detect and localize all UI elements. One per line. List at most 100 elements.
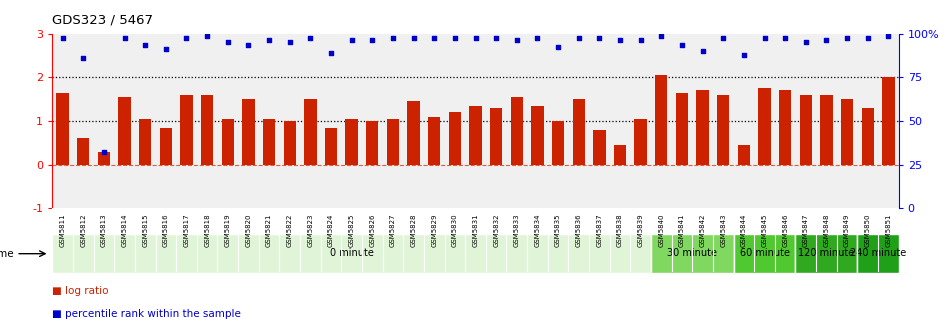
Text: GSM5842: GSM5842	[700, 213, 706, 247]
Text: GSM5849: GSM5849	[844, 213, 850, 247]
Text: GSM5834: GSM5834	[534, 213, 540, 247]
Point	[241, 42, 256, 47]
Point	[489, 35, 504, 41]
Text: GSM5815: GSM5815	[143, 213, 148, 247]
Point	[323, 50, 339, 56]
Point	[364, 37, 379, 43]
Text: GSM5824: GSM5824	[328, 213, 334, 247]
Point	[840, 35, 855, 41]
Point	[798, 40, 813, 45]
Bar	[490, 108, 502, 165]
Point	[778, 35, 793, 41]
Point	[592, 35, 607, 41]
Bar	[98, 153, 110, 165]
Bar	[593, 130, 606, 165]
Bar	[283, 121, 296, 165]
Bar	[821, 95, 833, 165]
Point	[282, 40, 298, 45]
Point	[633, 37, 649, 43]
Bar	[779, 90, 791, 165]
Bar	[304, 99, 317, 165]
FancyBboxPatch shape	[733, 234, 795, 274]
Point	[427, 35, 442, 41]
Bar	[552, 121, 564, 165]
Point	[757, 35, 772, 41]
Text: GSM5826: GSM5826	[369, 213, 376, 247]
Text: GSM5844: GSM5844	[741, 213, 747, 247]
Text: GSM5838: GSM5838	[617, 213, 623, 247]
Text: time: time	[0, 249, 14, 259]
Text: GSM5822: GSM5822	[286, 213, 293, 247]
Text: GSM5840: GSM5840	[658, 213, 665, 247]
Bar	[841, 99, 853, 165]
Bar	[573, 99, 585, 165]
Point	[262, 37, 277, 43]
Text: GSM5843: GSM5843	[720, 213, 727, 247]
Bar	[511, 97, 523, 165]
Point	[612, 37, 628, 43]
Point	[302, 35, 318, 41]
FancyBboxPatch shape	[858, 234, 899, 274]
Bar	[676, 92, 689, 165]
Bar	[717, 95, 729, 165]
Bar	[262, 119, 275, 165]
Text: GSM5823: GSM5823	[307, 213, 313, 247]
Text: GSM5835: GSM5835	[555, 213, 561, 247]
FancyBboxPatch shape	[651, 234, 733, 274]
Point	[695, 48, 710, 54]
Text: GSM5846: GSM5846	[782, 213, 788, 247]
Text: GSM5850: GSM5850	[864, 213, 871, 247]
Text: GSM5836: GSM5836	[575, 213, 582, 247]
Text: 120 minute: 120 minute	[798, 248, 855, 258]
Text: GSM5841: GSM5841	[679, 213, 685, 247]
Text: GSM5827: GSM5827	[390, 213, 396, 247]
Bar	[655, 75, 668, 165]
Text: GSM5813: GSM5813	[101, 213, 107, 247]
Text: GSM5831: GSM5831	[473, 213, 478, 247]
Point	[736, 53, 751, 58]
Point	[55, 35, 70, 41]
Point	[447, 35, 462, 41]
Text: GSM5825: GSM5825	[349, 213, 355, 247]
Bar	[222, 119, 234, 165]
Text: GSM5830: GSM5830	[452, 213, 457, 247]
Point	[385, 35, 400, 41]
Bar	[738, 145, 750, 165]
Text: GSM5848: GSM5848	[824, 213, 829, 247]
Point	[96, 150, 111, 155]
Bar	[758, 88, 770, 165]
Point	[715, 35, 730, 41]
Bar	[56, 92, 68, 165]
Bar	[469, 106, 482, 165]
Bar	[613, 145, 626, 165]
Text: GSM5832: GSM5832	[494, 213, 499, 247]
Point	[76, 55, 91, 60]
Text: GSM5851: GSM5851	[885, 213, 891, 247]
Point	[344, 37, 359, 43]
Bar	[428, 117, 440, 165]
Text: GSM5812: GSM5812	[80, 213, 87, 247]
Point	[138, 42, 153, 47]
Bar	[345, 119, 358, 165]
Point	[117, 35, 132, 41]
Bar	[243, 99, 255, 165]
Text: GSM5811: GSM5811	[60, 213, 66, 247]
Bar	[449, 112, 461, 165]
Text: GSM5821: GSM5821	[266, 213, 272, 247]
Text: GSM5816: GSM5816	[163, 213, 169, 247]
Point	[221, 40, 236, 45]
Bar	[862, 108, 874, 165]
Point	[674, 42, 689, 47]
Text: 240 minute: 240 minute	[850, 248, 906, 258]
Point	[551, 44, 566, 49]
Point	[468, 35, 483, 41]
Point	[819, 37, 834, 43]
Text: GSM5833: GSM5833	[514, 213, 520, 247]
Text: GSM5814: GSM5814	[122, 213, 127, 247]
Point	[200, 33, 215, 39]
Point	[509, 37, 524, 43]
Bar	[201, 95, 213, 165]
Text: GSM5817: GSM5817	[184, 213, 189, 247]
Bar	[696, 90, 708, 165]
Bar	[181, 95, 193, 165]
